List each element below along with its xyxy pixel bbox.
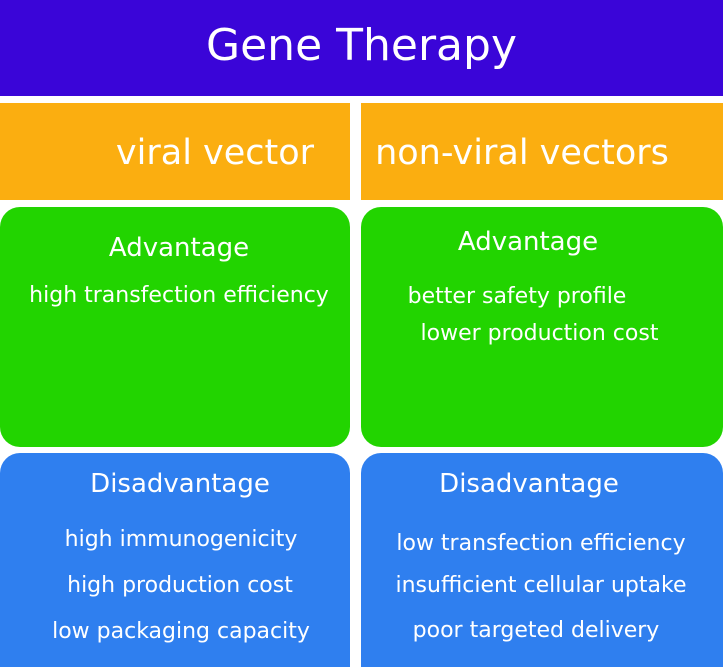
advantage-item: high transfection efficiency xyxy=(29,283,329,308)
viral-disadvantage-box: Disadvantage high immunogenicity high pr… xyxy=(0,453,350,667)
disadvantage-item: high immunogenicity xyxy=(64,527,298,552)
disadvantage-heading: Disadvantage xyxy=(439,469,619,499)
diagram-title: Gene Therapy xyxy=(0,0,723,96)
disadvantage-item: high production cost xyxy=(67,573,293,598)
non-viral-vector-label: non-viral vectors xyxy=(375,133,669,173)
viral-advantage-box: Advantage high transfection efficiency xyxy=(0,207,350,447)
advantage-heading: Advantage xyxy=(457,227,599,257)
disadvantage-item: poor targeted delivery xyxy=(412,618,660,643)
advantage-item: lower production cost xyxy=(420,321,659,346)
viral-vector-label: viral vector xyxy=(115,133,315,173)
non-viral-disadvantage-box: Disadvantage low transfection efficiency… xyxy=(361,453,723,667)
advantage-item: better safety profile xyxy=(407,284,627,309)
viral-vector-header: viral vector xyxy=(0,103,350,200)
disadvantage-item: low packaging capacity xyxy=(52,619,310,644)
disadvantage-heading: Disadvantage xyxy=(90,469,270,499)
non-viral-advantage-box: Advantage better safety profile lower pr… xyxy=(361,207,723,447)
non-viral-vector-header: non-viral vectors xyxy=(361,103,723,200)
advantage-heading: Advantage xyxy=(108,233,250,263)
disadvantage-item: low transfection efficiency xyxy=(396,531,686,556)
disadvantage-item: insufficient cellular uptake xyxy=(395,573,687,598)
